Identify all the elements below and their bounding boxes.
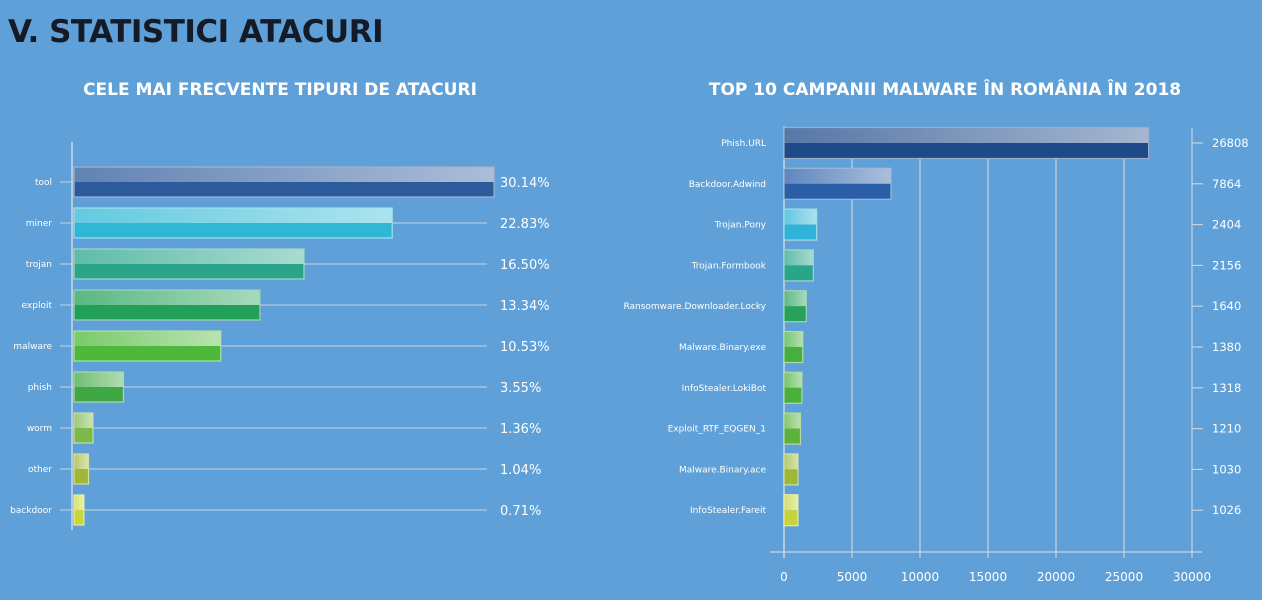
bar-malware-binary-ace (783, 453, 799, 486)
x-tick-label-15000: 15000 (969, 570, 1007, 584)
value-label-malware-binary-exe: 1380 (1212, 340, 1241, 354)
x-tick-label-25000: 25000 (1105, 570, 1143, 584)
value-label-malware-binary-ace: 1030 (1212, 462, 1241, 476)
bar-phish (73, 371, 125, 403)
bar-tool (73, 166, 495, 198)
value-label-phish: 3.55% (500, 381, 541, 396)
chart-title-attack-types: CELE MAI FRECVENTE TIPURI DE ATACURI (83, 80, 477, 100)
bar-malware (73, 330, 222, 362)
value-label-trojan-formbook: 2156 (1212, 258, 1241, 272)
bar-other (73, 453, 90, 485)
value-label-trojan: 16.50% (500, 258, 550, 273)
category-label-malware-binary-ace: Malware.Binary.ace (679, 465, 767, 475)
value-label-backdoor-adwind: 7864 (1212, 177, 1241, 191)
bar-backdoor (73, 494, 85, 526)
category-label-infostealer-fareit: InfoStealer.Fareit (690, 506, 767, 516)
category-label-malware-binary-exe: Malware.Binary.exe (679, 343, 766, 353)
category-label-backdoor: backdoor (10, 506, 52, 516)
value-label-worm: 1.36% (500, 422, 541, 437)
category-label-miner: miner (26, 219, 53, 229)
value-label-malware: 10.53% (500, 340, 550, 355)
category-label-tool: tool (35, 178, 52, 188)
category-label-ransomware-downloader-locky: Ransomware.Downloader.Locky (623, 302, 766, 312)
x-tick-label-0: 0 (780, 570, 788, 584)
value-label-phish-url: 26808 (1212, 136, 1249, 150)
category-label-trojan: trojan (26, 260, 52, 270)
bar-trojan-pony (783, 208, 818, 241)
value-label-backdoor: 0.71% (500, 504, 541, 519)
category-label-infostealer-lokibot: InfoStealer.LokiBot (682, 384, 767, 394)
bar-miner (73, 207, 393, 239)
value-label-exploit-rtf-eqgen-1: 1210 (1212, 422, 1241, 436)
category-label-phish: phish (28, 383, 52, 393)
value-label-infostealer-fareit: 1026 (1212, 503, 1241, 517)
value-label-other: 1.04% (500, 463, 541, 478)
category-label-other: other (28, 465, 52, 475)
page-title: V. STATISTICI ATACURI (8, 14, 384, 50)
category-label-trojan-formbook: Trojan.Formbook (691, 261, 767, 271)
chart-title-malware-campaigns: TOP 10 CAMPANII MALWARE ÎN ROMÂNIA ÎN 20… (708, 80, 1182, 100)
bar-malware-binary-exe (783, 330, 804, 364)
category-label-trojan-pony: Trojan.Pony (714, 221, 767, 231)
bar-infostealer-lokibot (783, 371, 803, 404)
category-label-exploit-rtf-eqgen-1: Exploit_RTF_EQGEN_1 (668, 425, 766, 435)
x-tick-label-10000: 10000 (901, 570, 939, 584)
category-label-backdoor-adwind: Backdoor.Adwind (689, 180, 766, 190)
bar-phish-url (783, 126, 1150, 160)
value-label-tool: 30.14% (500, 176, 550, 191)
bar-backdoor-adwind (783, 167, 892, 200)
bar-trojan (73, 248, 305, 280)
value-label-trojan-pony: 2404 (1212, 218, 1241, 232)
bar-trojan-formbook (783, 249, 814, 282)
value-label-miner: 22.83% (500, 217, 550, 232)
value-label-exploit: 13.34% (500, 299, 550, 314)
attack-types-bar-chart: tool 30.14% miner 22.83% trojan 16.50% exploit… (10, 142, 550, 530)
value-label-infostealer-lokibot: 1318 (1212, 381, 1241, 395)
value-label-ransomware-downloader-locky: 1640 (1212, 299, 1241, 313)
x-tick-label-5000: 5000 (837, 570, 868, 584)
bar-ransomware-downloader-locky (783, 290, 807, 323)
bar-infostealer-fareit (783, 494, 799, 527)
bar-exploit (73, 289, 261, 321)
category-label-phish-url: Phish.URL (721, 139, 766, 149)
bar-exploit-rtf-eqgen-1 (783, 412, 802, 445)
category-label-worm: worm (27, 424, 52, 434)
category-label-malware: malware (13, 342, 52, 352)
category-label-exploit: exploit (22, 301, 53, 311)
bar-worm (73, 412, 94, 444)
x-tick-label-20000: 20000 (1037, 570, 1075, 584)
x-tick-label-30000: 30000 (1173, 570, 1211, 584)
